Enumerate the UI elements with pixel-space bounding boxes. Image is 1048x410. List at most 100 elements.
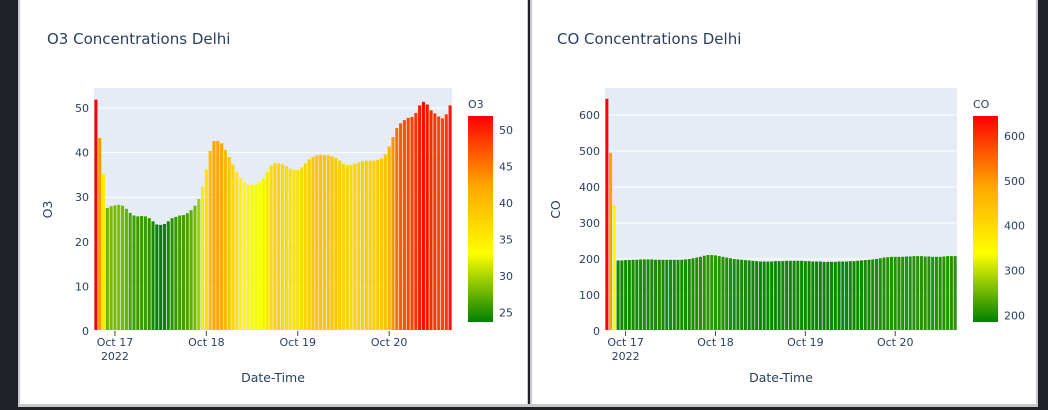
- co-bar[interactable]: [650, 259, 654, 331]
- o3-bar[interactable]: [391, 137, 395, 331]
- co-bar[interactable]: [938, 256, 942, 331]
- co-bar[interactable]: [639, 259, 643, 331]
- o3-bar[interactable]: [334, 158, 338, 331]
- co-bar[interactable]: [680, 259, 684, 331]
- o3-bar[interactable]: [338, 160, 342, 331]
- o3-bar[interactable]: [265, 171, 269, 331]
- o3-bar[interactable]: [117, 204, 121, 331]
- o3-bar[interactable]: [357, 162, 361, 331]
- o3-bar[interactable]: [143, 216, 147, 331]
- co-bar[interactable]: [706, 255, 710, 331]
- o3-bar[interactable]: [380, 158, 384, 331]
- o3-bar[interactable]: [261, 178, 266, 331]
- co-bar[interactable]: [852, 261, 856, 331]
- o3-bar[interactable]: [178, 215, 182, 331]
- o3-bar[interactable]: [387, 146, 391, 331]
- co-bar[interactable]: [815, 261, 819, 331]
- co-bar[interactable]: [867, 259, 871, 331]
- o3-bar[interactable]: [208, 150, 212, 331]
- o3-bar[interactable]: [166, 221, 170, 331]
- co-bar[interactable]: [901, 256, 905, 331]
- o3-bar[interactable]: [98, 137, 102, 331]
- o3-bar[interactable]: [303, 163, 307, 331]
- co-bar[interactable]: [657, 259, 661, 331]
- o3-bar[interactable]: [159, 224, 163, 331]
- o3-bar[interactable]: [311, 156, 315, 331]
- o3-bar[interactable]: [250, 184, 254, 331]
- co-bar[interactable]: [721, 256, 725, 331]
- o3-bar[interactable]: [284, 166, 288, 331]
- co-bar[interactable]: [837, 261, 841, 331]
- co-bar[interactable]: [796, 260, 800, 331]
- o3-bar[interactable]: [433, 113, 437, 331]
- co-bar[interactable]: [927, 256, 931, 331]
- co-bar[interactable]: [612, 205, 616, 331]
- o3-bar[interactable]: [349, 165, 353, 331]
- o3-bar[interactable]: [201, 186, 205, 331]
- co-bar[interactable]: [620, 260, 624, 331]
- co-bar[interactable]: [676, 259, 680, 331]
- o3-bar[interactable]: [185, 213, 189, 331]
- o3-bar[interactable]: [292, 170, 296, 331]
- o3-bar[interactable]: [330, 156, 334, 331]
- co-bar[interactable]: [893, 256, 897, 331]
- co-bar[interactable]: [882, 257, 886, 331]
- o3-bar[interactable]: [437, 116, 441, 331]
- co-bar[interactable]: [740, 259, 744, 331]
- co-bar[interactable]: [822, 261, 826, 331]
- o3-bar[interactable]: [421, 101, 425, 331]
- o3-bar[interactable]: [162, 223, 166, 331]
- o3-bar[interactable]: [181, 215, 186, 331]
- co-bar[interactable]: [934, 256, 938, 331]
- co-bar[interactable]: [788, 260, 792, 331]
- co-bar[interactable]: [953, 256, 957, 331]
- o3-bar[interactable]: [307, 159, 311, 331]
- o3-bar[interactable]: [124, 208, 128, 331]
- co-bar[interactable]: [642, 259, 646, 331]
- co-bar[interactable]: [770, 261, 774, 331]
- o3-bar[interactable]: [326, 155, 330, 331]
- co-bar[interactable]: [710, 255, 714, 331]
- o3-bar[interactable]: [216, 141, 220, 331]
- o3-bar[interactable]: [444, 114, 448, 331]
- o3-bar[interactable]: [128, 212, 132, 331]
- co-bar[interactable]: [949, 256, 953, 331]
- co-bar[interactable]: [665, 259, 669, 331]
- co-bar[interactable]: [695, 257, 699, 331]
- o3-bar[interactable]: [395, 128, 399, 331]
- o3-bar[interactable]: [254, 184, 258, 331]
- co-bar[interactable]: [803, 261, 807, 331]
- co-bar[interactable]: [878, 258, 882, 331]
- co-bar[interactable]: [732, 259, 736, 331]
- co-bar[interactable]: [923, 256, 927, 331]
- co-bar[interactable]: [687, 259, 691, 331]
- o3-bar[interactable]: [189, 210, 193, 331]
- o3-bar[interactable]: [402, 120, 406, 331]
- o3-bar[interactable]: [281, 164, 285, 331]
- co-bar[interactable]: [713, 255, 717, 331]
- co-bar[interactable]: [672, 259, 676, 331]
- o3-bar[interactable]: [227, 157, 231, 331]
- o3-bar[interactable]: [231, 164, 235, 331]
- o3-bar[interactable]: [440, 118, 445, 331]
- o3-bar[interactable]: [296, 170, 300, 331]
- co-bar[interactable]: [702, 255, 706, 331]
- co-bar[interactable]: [684, 259, 688, 331]
- co-bar[interactable]: [841, 261, 845, 331]
- o3-bar[interactable]: [368, 160, 372, 331]
- co-bar[interactable]: [758, 261, 762, 331]
- co-bar[interactable]: [717, 256, 721, 331]
- o3-bar[interactable]: [105, 207, 109, 331]
- co-bar[interactable]: [762, 261, 766, 331]
- o3-bar[interactable]: [376, 159, 380, 331]
- o3-bar[interactable]: [242, 181, 246, 331]
- o3-bar[interactable]: [204, 169, 208, 331]
- o3-bar[interactable]: [429, 110, 433, 331]
- co-bar[interactable]: [736, 259, 740, 331]
- co-bar[interactable]: [908, 256, 912, 331]
- co-bar[interactable]: [916, 256, 920, 331]
- o3-bar[interactable]: [425, 104, 429, 332]
- co-bar[interactable]: [605, 98, 609, 331]
- co-bar[interactable]: [886, 257, 890, 331]
- co-bar[interactable]: [897, 256, 901, 331]
